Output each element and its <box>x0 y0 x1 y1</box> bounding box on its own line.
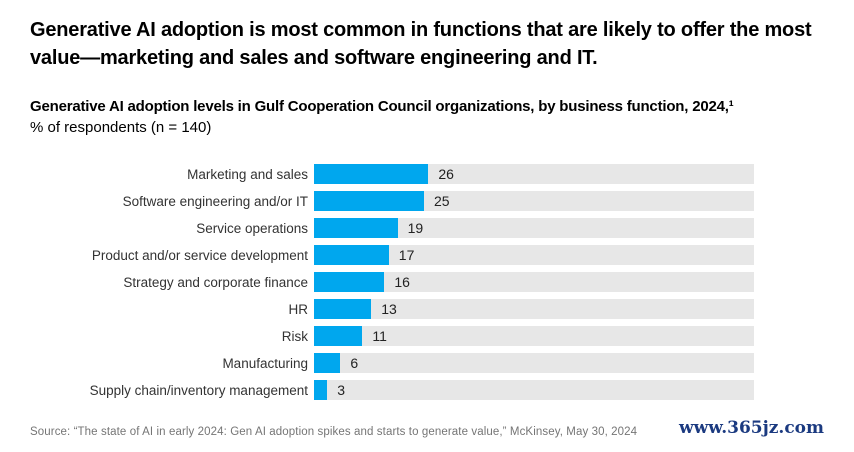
category-label: Strategy and corporate finance <box>123 274 308 290</box>
value-label: 17 <box>398 247 415 263</box>
source-note: Source: “The state of AI in early 2024: … <box>30 426 638 438</box>
value-label: 6 <box>350 355 359 371</box>
chart-header: Generative AI adoption levels in Gulf Co… <box>30 96 824 138</box>
bar-track: 16 <box>314 272 754 292</box>
category-label: Manufacturing <box>222 355 308 371</box>
category-label: Supply chain/inventory management <box>89 382 308 398</box>
bar-track: 25 <box>314 191 754 211</box>
chart-row: Supply chain/inventory management 3 <box>30 380 824 400</box>
chart-row: Manufacturing 6 <box>30 353 824 373</box>
value-label: 3 <box>337 382 345 398</box>
bar <box>314 272 385 292</box>
category-label: HR <box>288 301 309 317</box>
chart-row: Product and/or service development 17 <box>30 245 824 265</box>
bar <box>314 191 424 211</box>
chart-title: Generative AI adoption levels in Gulf Co… <box>30 98 734 115</box>
value-label: 19 <box>407 220 424 236</box>
bar-track: 26 <box>314 164 754 184</box>
bar <box>314 299 372 319</box>
bar <box>314 164 429 184</box>
value-label: 25 <box>434 193 450 209</box>
chart-row: Strategy and corporate finance 16 <box>30 272 824 292</box>
bar <box>314 380 328 400</box>
category-label: Service operations <box>196 220 308 236</box>
footer: Source: “The state of AI in early 2024: … <box>30 418 824 442</box>
bar <box>314 353 341 373</box>
value-label: 11 <box>372 328 387 344</box>
category-label: Marketing and sales <box>187 166 308 182</box>
chart-row: Marketing and sales 26 <box>30 164 824 184</box>
category-label: Product and/or service development <box>91 247 308 263</box>
value-label: 13 <box>381 301 397 317</box>
bar-track: 11 <box>314 326 754 346</box>
bar <box>314 245 389 265</box>
bar <box>314 218 398 238</box>
bar-track: 19 <box>314 218 754 238</box>
page-title: Generative AI adoption is most common in… <box>30 19 812 69</box>
bar <box>314 326 363 346</box>
chart-row: Software engineering and/or IT 25 <box>30 191 824 211</box>
bar-chart: Marketing and sales 26 Software engineerin… <box>30 164 824 400</box>
bar-track: 3 <box>314 380 754 400</box>
category-label: Risk <box>281 328 308 344</box>
chart-row: HR 13 <box>30 299 824 319</box>
bar-track: 13 <box>314 299 754 319</box>
chart-subtitle: % of respondents (n = 140) <box>30 119 212 136</box>
category-label: Software engineering and/or IT <box>122 193 308 209</box>
value-label: 16 <box>394 274 410 290</box>
watermark: www.365jz.com <box>679 418 824 438</box>
bar-track: 17 <box>314 245 754 265</box>
bar-track: 6 <box>314 353 754 373</box>
chart-row: Risk 11 <box>30 326 824 346</box>
chart-row: Service operations 19 <box>30 218 824 238</box>
value-label: 26 <box>438 166 454 182</box>
